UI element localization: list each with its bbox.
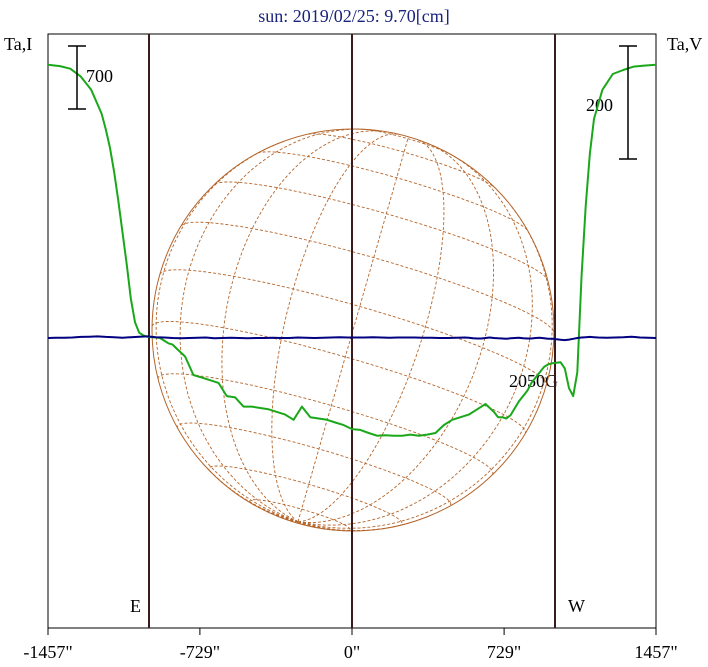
west-label: W <box>568 596 585 616</box>
east-label: E <box>130 596 141 616</box>
longitude-line <box>298 137 408 522</box>
scale-bar-right <box>619 46 637 159</box>
x-tick-label: -1457" <box>23 642 72 662</box>
x-tick-label: 729" <box>487 642 521 662</box>
longitude-line <box>298 205 552 529</box>
longitude-line <box>272 134 398 522</box>
vertical-lines <box>149 34 555 628</box>
scale-bar-left-label: 700 <box>86 66 113 86</box>
longitude-line <box>156 140 298 521</box>
chart-title: sun: 2019/02/25: 9.70[cm] <box>258 6 450 26</box>
scale-bar-left <box>68 46 86 109</box>
latitude-line <box>181 222 554 332</box>
x-tick-label: 1457" <box>634 642 677 662</box>
x-axis-ticks: -1457" -729" 0" 729" 1457" <box>23 628 677 662</box>
longitude-line <box>298 146 494 522</box>
y-label-left: Ta,I <box>4 34 32 54</box>
x-tick-label: -729" <box>180 642 220 662</box>
latitude-line <box>160 270 547 386</box>
x-tick-label: 0" <box>344 642 360 662</box>
latitude-line <box>258 152 528 231</box>
longitude-line <box>298 140 444 522</box>
y-label-right: Ta,V <box>667 34 702 54</box>
longitude-line <box>222 131 382 522</box>
